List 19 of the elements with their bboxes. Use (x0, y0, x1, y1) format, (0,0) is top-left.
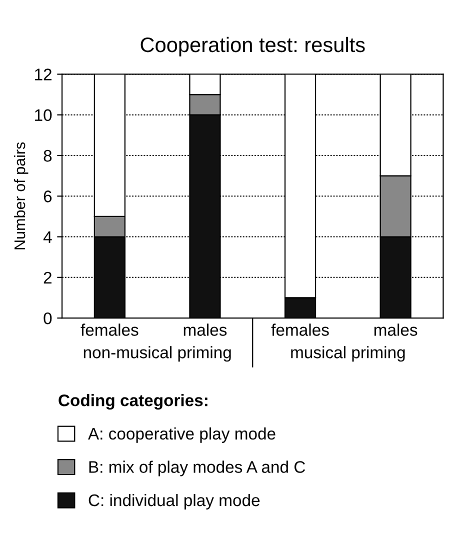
x-tick-label: females (271, 324, 329, 336)
legend-label: C: individual play mode (88, 494, 260, 510)
legend-title: Coding categories: (58, 394, 208, 410)
y-tick-label: 4 (43, 231, 52, 243)
y-tick-label: 10 (35, 109, 52, 122)
y-axis-title: Number of pairs (14, 142, 28, 250)
text: non-musical priming (84, 346, 231, 362)
x-tick-label: males (374, 324, 418, 336)
y-tick-label: 2 (44, 272, 52, 284)
text: musical priming (291, 346, 405, 362)
x-tick-label: males (184, 324, 227, 336)
y-tick-label: 8 (44, 150, 52, 162)
y-tick-label: 6 (44, 190, 52, 202)
legend-label: A: cooperative play mode (88, 427, 276, 443)
chart-title: Cooperation test: results (140, 36, 365, 56)
legend-label: B: mix of play modes A and C (89, 460, 306, 476)
x-tick-label: females (80, 324, 138, 336)
y-tick-label: 0 (44, 312, 52, 324)
y-tick-label: 12 (35, 68, 52, 80)
